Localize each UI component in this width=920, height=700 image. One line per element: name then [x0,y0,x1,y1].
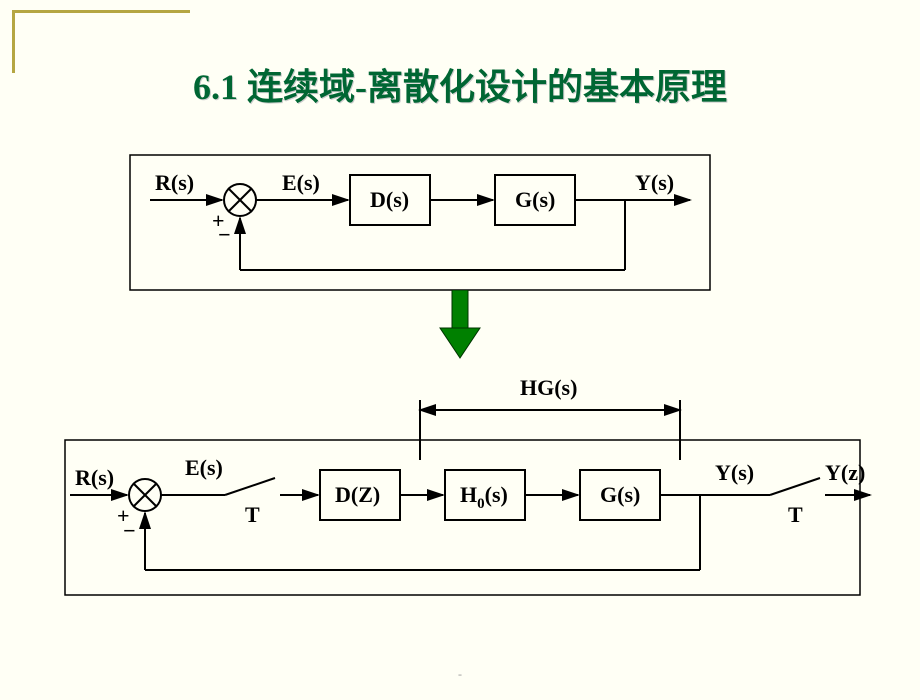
label-R1: R(s) [155,170,194,195]
label-Gs2: G(s) [600,482,640,507]
label-T2: T [788,502,803,527]
label-Ds: D(s) [370,187,409,212]
label-HG: HG(s) [520,375,577,400]
label-E1: E(s) [282,170,320,195]
diagram-continuous: R(s) + E(s) D(s) G(s) Y(s) − [0,0,920,300]
label-minus1: − [218,222,231,247]
label-E2: E(s) [185,455,223,480]
label-Dz: D(Z) [335,482,380,507]
label-R2: R(s) [75,465,114,490]
diagram-discrete: HG(s) R(s) + E(s) T D(Z) H0(s) G(s) Y(s)… [0,360,920,700]
transition-arrow [430,290,490,370]
label-T1: T [245,502,260,527]
page-number: - [458,667,462,682]
label-minus2: − [123,518,136,543]
label-Gs1: G(s) [515,187,555,212]
label-Ys2: Y(s) [715,460,754,485]
label-Y1: Y(s) [635,170,674,195]
